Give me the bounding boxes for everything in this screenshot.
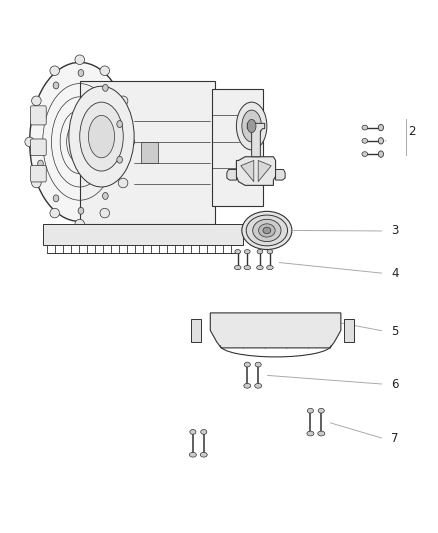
Ellipse shape <box>242 110 261 142</box>
Ellipse shape <box>32 96 41 106</box>
Text: 4: 4 <box>391 267 399 280</box>
Ellipse shape <box>53 195 59 202</box>
Text: 1: 1 <box>250 130 257 143</box>
Ellipse shape <box>318 431 325 436</box>
Polygon shape <box>227 169 237 180</box>
Ellipse shape <box>190 430 196 434</box>
Ellipse shape <box>38 160 43 167</box>
Ellipse shape <box>362 139 367 143</box>
Ellipse shape <box>378 138 384 144</box>
Ellipse shape <box>88 115 115 158</box>
Ellipse shape <box>117 156 123 163</box>
Ellipse shape <box>244 383 251 388</box>
Ellipse shape <box>30 62 130 221</box>
Ellipse shape <box>378 151 384 157</box>
Ellipse shape <box>246 215 288 246</box>
Ellipse shape <box>257 249 263 254</box>
Ellipse shape <box>254 383 261 388</box>
Polygon shape <box>241 160 254 182</box>
Ellipse shape <box>100 208 110 218</box>
Ellipse shape <box>378 124 384 131</box>
Ellipse shape <box>102 192 108 199</box>
Ellipse shape <box>53 82 59 89</box>
Ellipse shape <box>258 224 275 237</box>
Ellipse shape <box>267 249 273 254</box>
Text: 6: 6 <box>391 378 399 391</box>
Ellipse shape <box>263 227 271 233</box>
Ellipse shape <box>80 102 123 171</box>
Ellipse shape <box>100 66 110 76</box>
FancyBboxPatch shape <box>31 139 46 156</box>
Ellipse shape <box>78 207 84 214</box>
Ellipse shape <box>244 362 251 367</box>
Polygon shape <box>247 123 265 157</box>
Ellipse shape <box>267 265 273 270</box>
Ellipse shape <box>32 178 41 188</box>
Ellipse shape <box>189 453 196 457</box>
Ellipse shape <box>78 69 84 76</box>
Text: 3: 3 <box>391 224 398 238</box>
FancyBboxPatch shape <box>80 81 215 224</box>
Text: 5: 5 <box>391 325 398 338</box>
Polygon shape <box>210 313 341 348</box>
FancyBboxPatch shape <box>212 89 262 206</box>
Polygon shape <box>237 157 276 185</box>
FancyBboxPatch shape <box>141 142 158 163</box>
Ellipse shape <box>362 125 367 130</box>
Ellipse shape <box>318 408 324 413</box>
Ellipse shape <box>234 265 241 270</box>
Text: 2: 2 <box>408 125 416 138</box>
Ellipse shape <box>75 55 85 64</box>
Ellipse shape <box>102 84 108 91</box>
Ellipse shape <box>244 249 250 254</box>
Ellipse shape <box>118 178 128 188</box>
Ellipse shape <box>362 152 367 157</box>
Ellipse shape <box>38 117 43 124</box>
Ellipse shape <box>50 208 60 218</box>
Ellipse shape <box>235 249 240 254</box>
Ellipse shape <box>255 362 261 367</box>
Ellipse shape <box>257 265 263 270</box>
Ellipse shape <box>75 219 85 229</box>
Ellipse shape <box>307 431 314 436</box>
Ellipse shape <box>69 86 134 187</box>
Ellipse shape <box>253 219 281 241</box>
Ellipse shape <box>25 137 35 147</box>
Ellipse shape <box>200 453 207 457</box>
Ellipse shape <box>247 119 256 133</box>
FancyBboxPatch shape <box>31 165 46 182</box>
Ellipse shape <box>50 66 60 76</box>
Ellipse shape <box>244 265 251 270</box>
Text: 7: 7 <box>391 432 399 446</box>
Ellipse shape <box>117 120 123 127</box>
Ellipse shape <box>237 102 267 150</box>
Ellipse shape <box>307 408 314 413</box>
FancyBboxPatch shape <box>43 224 243 245</box>
Polygon shape <box>276 169 285 180</box>
Polygon shape <box>191 319 201 342</box>
FancyBboxPatch shape <box>31 106 46 125</box>
Ellipse shape <box>242 212 292 249</box>
Ellipse shape <box>118 96 128 106</box>
Ellipse shape <box>125 137 134 147</box>
Ellipse shape <box>201 430 207 434</box>
Polygon shape <box>344 319 354 342</box>
Polygon shape <box>258 160 271 182</box>
